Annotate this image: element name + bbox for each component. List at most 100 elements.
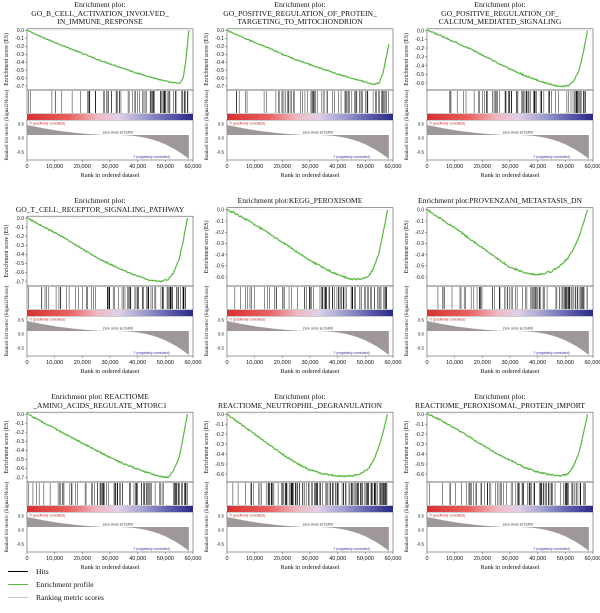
es-plot-frame — [26, 411, 194, 483]
negative-correlation-label: 'l' (negatively correlated) — [133, 547, 170, 551]
es-curve — [26, 217, 189, 283]
x-tick-label: 30,000 — [301, 360, 318, 366]
metric-y-tick-label: -0.5 — [416, 150, 424, 155]
es-y-tick-label: -0.2 — [215, 432, 224, 438]
es-y-tick-label: -0.3 — [415, 442, 424, 448]
x-axis: 0 10,000 20,000 30,000 40,000 50,000 60,000 — [225, 160, 402, 170]
x-tick-label: 0 — [425, 164, 428, 170]
metric-y-tick-label: 0.5 — [418, 122, 425, 127]
legend: Hits Enrichment profile Ranking metric s… — [8, 565, 208, 611]
hits-track — [28, 483, 188, 505]
metric-y-tick-label: 0.0 — [18, 136, 25, 141]
metric-y-tick-label: 0.0 — [418, 528, 425, 533]
x-tick-label: 10,000 — [46, 556, 63, 562]
es-curve — [426, 413, 589, 478]
metric-y-axis-label: Ranked list metric (Signal2Noise) — [3, 285, 10, 356]
enrichment-panel-9: Enrichment plot: REACTIOME_PEROXISOMAL_P… — [400, 392, 600, 587]
es-y-tick-label: -0.7 — [215, 84, 224, 90]
zero-cross-label: Zero cross at 31406 — [503, 131, 533, 135]
es-y-tick-label: -0.2 — [415, 46, 424, 52]
es-y-tick-label: -0.1 — [215, 36, 224, 42]
es-y-axis-label: Enrichment score (ES) — [3, 33, 10, 86]
es-y-tick-label: 0.0 — [217, 208, 224, 214]
x-tick-label: 50,000 — [357, 556, 374, 562]
x-tick-label: 30,000 — [301, 556, 318, 562]
x-tick-label: 40,000 — [329, 556, 346, 562]
es-y-tick-label: -0.1 — [415, 37, 424, 43]
enrichment-panel-7: Enrichment plot: REACTIOME _AMINO_ACIDS_… — [0, 392, 202, 587]
metric-y-axis-label: Ranked list metric (Signal2Noise) — [203, 89, 210, 160]
x-axis-label: Rank in ordered dataset — [481, 172, 540, 179]
hits-frame — [426, 89, 594, 115]
metric-y-tick-label: -0.5 — [416, 542, 424, 547]
es-y-tick-label: -0.7 — [15, 84, 24, 90]
x-tick-label: 10,000 — [246, 556, 263, 562]
es-y-tick-label: 0.0 — [17, 412, 24, 418]
ranking-metric-area — [227, 517, 389, 551]
hits-track — [449, 91, 586, 113]
es-y-tick-label: -0.6 — [215, 275, 224, 281]
x-tick-label: 0 — [425, 360, 428, 366]
es-y-tick-label: -0.4 — [415, 252, 424, 258]
es-y-tick-label: -0.4 — [215, 452, 224, 458]
enrichment-chart: 0.0 -0.1 -0.2 -0.3 -0.4 -0.5 -0.6 'h' (positive… — [403, 28, 600, 179]
zero-cross-label: Zero cross at 31406 — [303, 523, 333, 527]
es-plot-frame — [426, 411, 594, 483]
panel-title: Enrichment plot:PROVENZANI_METASTASIS_DN — [418, 196, 582, 205]
x-tick-label: 10,000 — [46, 360, 63, 366]
zero-cross-label: Zero cross at 31406 — [503, 327, 533, 331]
x-tick-label: 30,000 — [501, 164, 518, 170]
positive-correlation-label: 'h' (positively correlated) — [229, 318, 265, 322]
es-y-tick-label: -0.2 — [415, 230, 424, 236]
es-y-tick-label: 0.0 — [217, 412, 224, 418]
es-y-tick-label: -0.5 — [415, 72, 424, 78]
enrichment-chart: 0.0 -0.1 -0.2 -0.3 -0.4 -0.5 -0.6 -0.7 'h' (posi… — [203, 28, 402, 179]
es-y-tick-label: -0.5 — [15, 457, 24, 463]
es-y-tick-label: 0.0 — [17, 28, 24, 34]
x-tick-label: 50,000 — [357, 360, 374, 366]
es-curve — [26, 413, 189, 479]
metric-y-tick-label: -0.5 — [416, 346, 424, 351]
positive-correlation-label: 'h' (positively correlated) — [229, 514, 265, 518]
x-tick-label: 30,000 — [101, 164, 118, 170]
es-y-tick-label: -0.6 — [415, 275, 424, 281]
es-y-axis: 0.0 -0.1 -0.2 -0.3 -0.4 -0.5 -0.6 — [415, 28, 427, 87]
es-y-tick-label: -0.6 — [415, 472, 424, 478]
zero-cross-label: Zero cross at 31406 — [303, 131, 333, 135]
x-tick-label: 60,000 — [384, 164, 401, 170]
metric-y-axis: 0.5 0.0 -0.5 — [216, 122, 224, 155]
es-y-tick-label: -0.6 — [15, 76, 24, 82]
x-axis-label: Rank in ordered dataset — [281, 172, 340, 179]
x-axis-label: Rank in ordered dataset — [481, 368, 540, 375]
x-axis-label: Rank in ordered dataset — [81, 172, 140, 179]
negative-correlation-label: 'l' (negatively correlated) — [333, 155, 370, 159]
legend-ranking-swatch — [8, 596, 28, 598]
es-y-tick-label: 0.0 — [217, 28, 224, 34]
x-tick-label: 40,000 — [129, 360, 146, 366]
es-y-tick-label: -0.5 — [415, 264, 424, 270]
positive-correlation-label: 'h' (positively correlated) — [429, 318, 465, 322]
es-y-tick-label: 0.0 — [17, 216, 24, 222]
x-tick-label: 40,000 — [129, 556, 146, 562]
hits-track — [28, 91, 189, 113]
x-tick-label: 40,000 — [329, 164, 346, 170]
es-y-axis: 0.0 -0.1 -0.2 -0.3 -0.4 -0.5 -0.6 — [215, 412, 227, 478]
enrichment-panel-3: Enrichment plot: GO_POSITIVE_REGULATION_… — [400, 0, 600, 195]
positive-correlation-label: 'h' (positively correlated) — [429, 122, 465, 126]
es-plot-frame — [26, 215, 194, 287]
x-axis: 0 10,000 20,000 30,000 40,000 50,000 60,000 — [425, 160, 600, 170]
enrichment-chart: 0.0 -0.1 -0.2 -0.3 -0.4 -0.5 -0.6 'h' (positive… — [403, 207, 600, 375]
metric-y-axis: 0.5 0.0 -0.5 — [16, 318, 24, 351]
x-tick-label: 60,000 — [184, 164, 201, 170]
zero-cross-label: Zero cross at 31406 — [303, 327, 333, 331]
x-axis-label: Rank in ordered dataset — [481, 564, 540, 571]
enrichment-panel-4: Enrichment plot: GO_T_CELL_RECEPTOR_SIGN… — [0, 196, 202, 391]
negative-correlation-label: 'l' (negatively correlated) — [333, 547, 370, 551]
es-y-axis: 0.0 -0.1 -0.2 -0.3 -0.4 -0.5 -0.6 — [415, 208, 427, 281]
x-tick-label: 30,000 — [501, 556, 518, 562]
x-tick-label: 10,000 — [446, 164, 463, 170]
es-y-tick-label: -0.3 — [15, 243, 24, 249]
es-y-tick-label: -0.2 — [215, 44, 224, 50]
metric-y-axis-label: Ranked list metric (Signal2Noise) — [3, 89, 10, 160]
es-y-axis: 0.0 -0.1 -0.2 -0.3 -0.4 -0.5 -0.6 -0.7 — [15, 216, 27, 285]
